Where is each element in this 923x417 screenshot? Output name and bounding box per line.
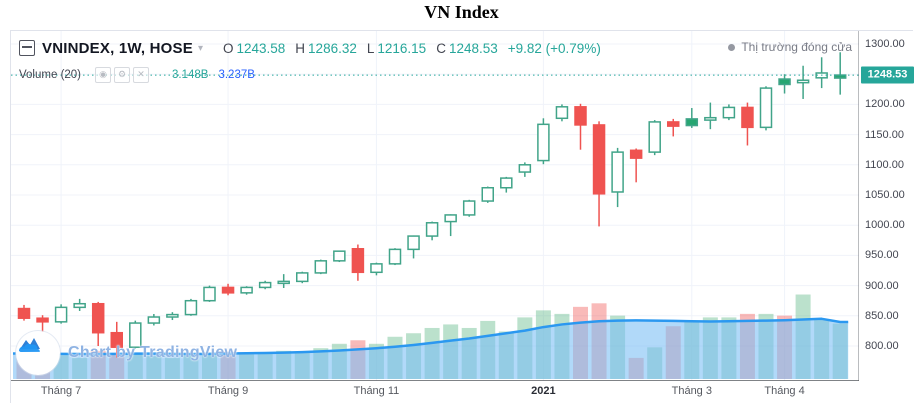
candle-body[interactable] xyxy=(518,164,532,173)
indicator-controls: ◉ ⚙ ✕ xyxy=(95,67,152,83)
symbol-title[interactable]: VNINDEX, 1W, HOSE xyxy=(42,39,193,57)
price-axis-label: 800.00 xyxy=(865,340,899,352)
time-axis-label: Tháng 4 xyxy=(764,385,805,397)
gear-icon[interactable]: ⚙ xyxy=(114,67,131,83)
indicator-name[interactable]: Volume xyxy=(19,69,58,81)
candle-body[interactable] xyxy=(500,177,513,189)
candle-body[interactable] xyxy=(537,123,550,162)
candle-body[interactable] xyxy=(555,106,569,120)
change-value: +9.82 (+0.79%) xyxy=(507,40,601,56)
candle-body[interactable] xyxy=(741,106,754,129)
price-axis-label: 950.00 xyxy=(865,249,899,262)
candle-body[interactable] xyxy=(277,280,290,285)
candle-body[interactable] xyxy=(351,248,365,274)
candle-body[interactable] xyxy=(778,78,791,86)
candle-body[interactable] xyxy=(166,313,179,318)
volume-ma-area xyxy=(13,318,849,379)
candle-body[interactable] xyxy=(296,272,309,283)
candle-body[interactable] xyxy=(258,281,272,289)
market-status-dot-icon xyxy=(728,43,736,51)
price-axis-label: 1150.00 xyxy=(865,128,904,141)
volume-value: 3.148B xyxy=(172,69,209,81)
candle-body[interactable] xyxy=(221,286,235,294)
close-icon[interactable]: ✕ xyxy=(133,67,150,83)
candle-body[interactable] xyxy=(54,306,68,323)
candle-body[interactable] xyxy=(370,263,383,274)
candle-body[interactable] xyxy=(704,116,717,121)
close-value: 1248.53 xyxy=(448,40,498,56)
price-axis-label: 1200.00 xyxy=(865,98,905,111)
time-axis-label: Tháng 7 xyxy=(40,385,82,397)
candlestick-chart[interactable] xyxy=(11,31,914,404)
chart-legend: VNINDEX, 1W, HOSE ▾ O 1243.58 H 1286.32 L 121… xyxy=(19,38,601,58)
price-axis-label: 1300.00 xyxy=(865,38,905,50)
ohlc-values: O 1243.58 H 1286.32 L 1216.15 C 1248.53 xyxy=(213,41,498,56)
candle-body[interactable] xyxy=(388,248,402,265)
price-axis[interactable]: 1300.00 1200.00 1150.00 1100.00 1050.00 1000.… xyxy=(859,31,914,381)
candle-body[interactable] xyxy=(796,79,810,84)
open-label: O xyxy=(222,40,234,56)
low-value: 1216.15 xyxy=(377,40,427,56)
candle-body[interactable] xyxy=(184,299,198,316)
candle-body[interactable] xyxy=(203,286,216,302)
volume-ma-value: 3.237B xyxy=(218,69,255,81)
candle-body[interactable] xyxy=(592,124,606,195)
candle-body[interactable] xyxy=(574,106,587,126)
high-label: H xyxy=(295,40,306,56)
candle-body[interactable] xyxy=(333,250,346,262)
volume-indicator-legend: Volume (20) ◉ ⚙ ✕ 3.148B 3.237B xyxy=(19,67,255,83)
open-value: 1243.58 xyxy=(236,40,286,56)
candle-body[interactable] xyxy=(667,121,680,127)
candle-body[interactable] xyxy=(240,286,253,294)
candle-body[interactable] xyxy=(36,317,49,323)
candle-body[interactable] xyxy=(314,260,328,274)
tradingview-logo-icon[interactable] xyxy=(16,331,60,375)
low-label: L xyxy=(366,40,375,56)
time-axis-label: Tháng 11 xyxy=(353,385,400,397)
price-axis-label: 1100.00 xyxy=(865,158,904,171)
candle-body[interactable] xyxy=(648,121,661,153)
price-axis-label: 1000.00 xyxy=(865,219,905,232)
candle-body[interactable] xyxy=(129,322,142,348)
candle-body[interactable] xyxy=(407,235,420,251)
candle-body[interactable] xyxy=(444,214,457,223)
collapse-legend-icon[interactable] xyxy=(19,40,35,56)
candle-body[interactable] xyxy=(91,302,105,334)
watermark-text: Chart by TradingView xyxy=(68,344,238,361)
price-axis-label: 900.00 xyxy=(865,279,899,292)
close-label: C xyxy=(436,40,446,56)
candle-body[interactable] xyxy=(759,87,773,129)
candle-body[interactable] xyxy=(462,200,476,216)
candle-body[interactable] xyxy=(685,118,699,127)
chart-widget: VNINDEX, 1W, HOSE ▾ O 1243.58 H 1286.32 L 121… xyxy=(10,30,914,404)
eye-icon[interactable]: ◉ xyxy=(95,67,112,83)
candle-body[interactable] xyxy=(17,307,31,319)
candle-body[interactable] xyxy=(481,187,494,202)
candle-body[interactable] xyxy=(425,222,439,237)
candle-body[interactable] xyxy=(611,151,624,193)
candle-body[interactable] xyxy=(73,302,86,309)
time-axis-label: 2021 xyxy=(531,385,556,397)
candle-body[interactable] xyxy=(629,149,643,159)
candle-body[interactable] xyxy=(110,331,123,348)
time-axis-label: Tháng 3 xyxy=(671,385,712,397)
high-value: 1286.32 xyxy=(308,40,357,56)
candle-body[interactable] xyxy=(722,106,736,119)
last-price-label: 1248.53 xyxy=(861,66,914,84)
chevron-down-icon[interactable]: ▾ xyxy=(197,42,203,54)
time-axis-label: Tháng 9 xyxy=(207,385,249,397)
market-status-text: Thị trường đóng cửa xyxy=(741,40,852,54)
market-status: Thị trường đóng cửa xyxy=(728,40,852,54)
volume-ma-line xyxy=(13,317,849,356)
time-axis[interactable]: Tháng 7 Tháng 9 Tháng 11 2021 Tháng 3 Tháng 4 xyxy=(11,381,914,404)
price-axis-label: 1050.00 xyxy=(865,189,905,201)
candle-body[interactable] xyxy=(147,316,161,324)
indicator-param: (20) xyxy=(60,69,82,81)
page-title: VN Index xyxy=(424,2,499,22)
tradingview-watermark[interactable]: Chart by TradingView xyxy=(16,331,237,375)
price-axis-label: 850.00 xyxy=(865,309,899,322)
